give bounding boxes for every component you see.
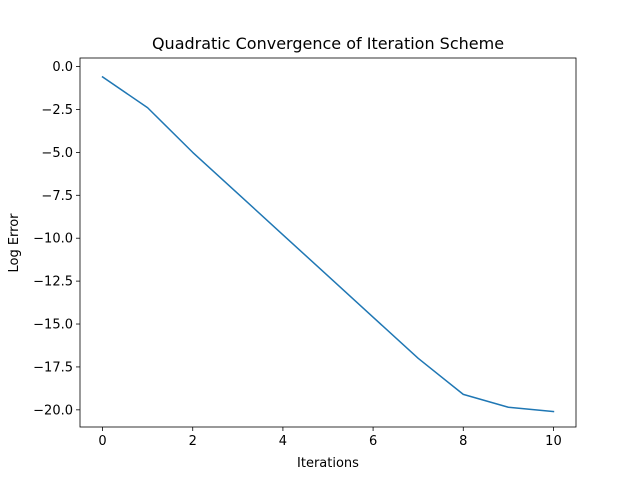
y-tick-label: −20.0 [33,403,73,418]
y-tick-label: 0.0 [52,60,73,75]
chart-title: Quadratic Convergence of Iteration Schem… [152,34,504,53]
y-tick-label: −15.0 [33,318,73,333]
series-line [101,75,555,413]
x-tick-label: 10 [545,434,562,449]
axes-frame [79,57,577,428]
x-tick-label: 2 [189,434,197,449]
x-tick-label: 0 [98,434,106,449]
y-tick-label: −10.0 [33,232,73,247]
y-tick-label: −5.0 [41,146,73,161]
x-tick-label: 4 [279,434,287,449]
plot-area: 0 2 4 6 8 10 0.0 −2.5 −5.0 −7.5 −10.0 −12.5 −15.0 −17… [33,57,577,449]
x-tick-label: 8 [459,434,467,449]
y-tick-label: −12.5 [33,275,73,290]
y-axis-title: Log Error [7,213,22,273]
y-tick-label: −17.5 [33,360,73,375]
y-tick-label: −2.5 [41,103,73,118]
x-tick-label: 6 [369,434,377,449]
x-axis-title: Iterations [297,456,359,471]
y-tick-label: −7.5 [41,189,73,204]
